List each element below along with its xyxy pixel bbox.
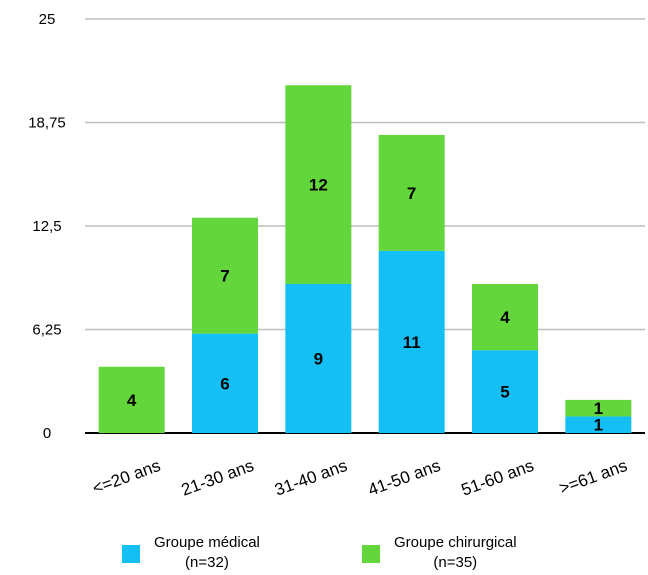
y-tick-label: 0 — [43, 425, 51, 442]
bar-segment-medical — [192, 333, 258, 433]
bar-segment-surgical — [192, 217, 258, 334]
y-axis-ticks: 0 6,25 12,5 18,75 25 — [28, 11, 66, 442]
legend-item-medical: Groupe médical (n=32) — [122, 533, 260, 575]
data-label: 4 — [127, 391, 137, 410]
y-tick-label: 18,75 — [28, 115, 66, 132]
data-label: 7 — [407, 184, 416, 203]
bars: 4 6 7 9 12 11 7 5 4 11 — [98, 85, 632, 435]
legend-count-medical: (n=32) — [185, 554, 229, 571]
x-tick-label: 41-50 ans — [365, 456, 443, 500]
legend-item-surgical: Groupe chirurgical (n=35) — [362, 533, 517, 575]
y-tick-label: 12,5 — [32, 218, 61, 235]
data-label: 12 — [309, 176, 328, 195]
x-tick-label: 51-60 ans — [459, 456, 537, 500]
y-tick-label: 25 — [39, 11, 56, 28]
legend-label-medical: Groupe médical — [154, 534, 260, 551]
bar-segment-surgical — [378, 134, 445, 251]
bar-segment-surgical — [285, 85, 352, 284]
bar-segment-medical — [472, 350, 538, 433]
x-tick-label: <=20 ans — [90, 456, 163, 498]
y-tick-label: 6,25 — [32, 322, 61, 339]
legend-count-surgical: (n=35) — [433, 554, 478, 571]
legend-swatch-medical — [122, 545, 140, 563]
bar-segment-surgical — [565, 399, 632, 417]
x-axis-labels: <=20 ans 21-30 ans 31-40 ans 41-50 ans 51-60… — [90, 456, 630, 500]
bar-segment-medical — [565, 416, 632, 433]
bar-segment-medical — [378, 250, 445, 433]
gridlines — [85, 18, 645, 434]
data-label: 11 — [403, 333, 421, 352]
legend-swatch-surgical — [362, 545, 380, 563]
data-label: 4 — [500, 308, 510, 327]
data-label: 1 — [594, 416, 603, 435]
x-tick-label: 21-30 ans — [179, 456, 257, 500]
bar-segment-surgical — [472, 283, 538, 351]
x-tick-label: >=61 ans — [557, 456, 630, 498]
x-tick-label: 31-40 ans — [272, 456, 350, 500]
data-label: 6 — [220, 374, 229, 393]
bar-segment-surgical — [98, 366, 165, 433]
stacked-bar-chart: 0 6,25 12,5 18,75 25 4 6 7 9 12 11 7 5 4 11 <=20 ans 2… — [28, 11, 645, 500]
data-label: 5 — [500, 383, 509, 402]
data-label: 1 — [594, 399, 603, 418]
legend-label-surgical: Groupe chirurgical — [394, 534, 517, 551]
bar-segment-medical — [285, 283, 352, 433]
data-label: 9 — [314, 349, 323, 368]
data-label: 7 — [220, 267, 229, 286]
